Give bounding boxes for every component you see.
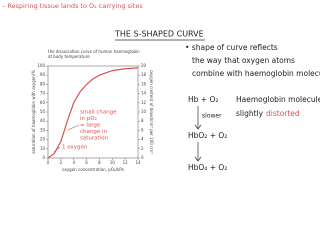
annotation: = large [80,123,101,129]
y-tick-label: 90 [40,72,46,77]
y-tick-label: 50 [40,109,46,114]
x-tick-label: 0 [47,160,50,165]
y-tick-label: 30 [40,127,46,132]
y-tick-label: 20 [40,137,46,142]
annotation: change in [80,129,108,135]
annotation: 1 oxygen [62,145,88,151]
page: – Respiring tissue lands to O₂ carrying … [0,0,320,180]
y-axis-label: saturation of haemoglobin with oxygen/% [31,70,36,154]
x-tick-label: 8 [98,160,101,165]
arrow-head [194,124,202,130]
y2-tick-label: 10 [141,109,147,114]
y2-tick-label: 20 [141,63,147,68]
annotation: in pO₂ [80,116,97,122]
side-note: Haemoglobin molecule gets [236,95,320,104]
arrow-head [194,156,202,162]
y2-tick-label: 18 [141,72,147,77]
chart: the dissociation curve of human haemoglo… [31,49,154,172]
bullet-line: • shape of curve reflects [185,43,278,52]
y2-tick-label: 6 [141,127,144,132]
y2-tick-label: 0 [141,155,144,160]
top-note: – Respiring tissue lands to O₂ carrying … [2,2,143,10]
y2-tick-label: 14 [141,91,147,96]
equation: HbO₄ + O₂ [188,163,227,172]
y2-axis-label: oxygen content of blood/cm³ per 100 cm³ [149,70,154,154]
curve [47,67,139,159]
annotation-arrow [53,146,61,153]
x-tick-label: 12 [123,160,129,165]
side-note-red: distorted [266,109,300,118]
chart-title: at body temperature [48,54,90,59]
x-tick-label: 10 [110,160,116,165]
y-tick-label: 80 [40,81,46,86]
y-tick-label: 40 [40,118,46,123]
annotation-arrow [67,124,80,131]
slower-note: slower [202,113,222,120]
y-tick-label: 60 [40,100,46,105]
x-tick-label: 6 [85,160,88,165]
y-tick-label: 70 [40,91,46,96]
equation: HbO₂ + O₂ [188,131,227,140]
annotation: small change [80,110,117,116]
x-tick-label: 2 [60,160,63,165]
y2-tick-label: 12 [141,100,147,105]
side-note: slightly [236,109,264,118]
heading: THE S-SHAPED CURVE [114,30,204,39]
bullet-line: the way that oxygen atoms [192,56,295,65]
y2-tick-label: 8 [141,118,144,123]
annotation: saturation [80,136,109,142]
y-tick-label: 100 [37,63,45,68]
background [0,0,320,180]
x-axis-label: oxygen concentration, pO₂/kPa [62,167,124,172]
equation: Hb + O₂ [188,95,218,104]
x-tick-label: 14 [135,160,141,165]
chart-title: the dissociation curve of human haemoglo… [48,49,140,54]
x-tick-label: 4 [72,160,75,165]
y2-tick-label: 16 [141,81,147,86]
y2-tick-label: 2 [141,146,144,151]
y2-tick-label: 4 [141,137,144,142]
y-tick-label: 10 [40,146,46,151]
y-tick-label: 0 [42,155,45,160]
